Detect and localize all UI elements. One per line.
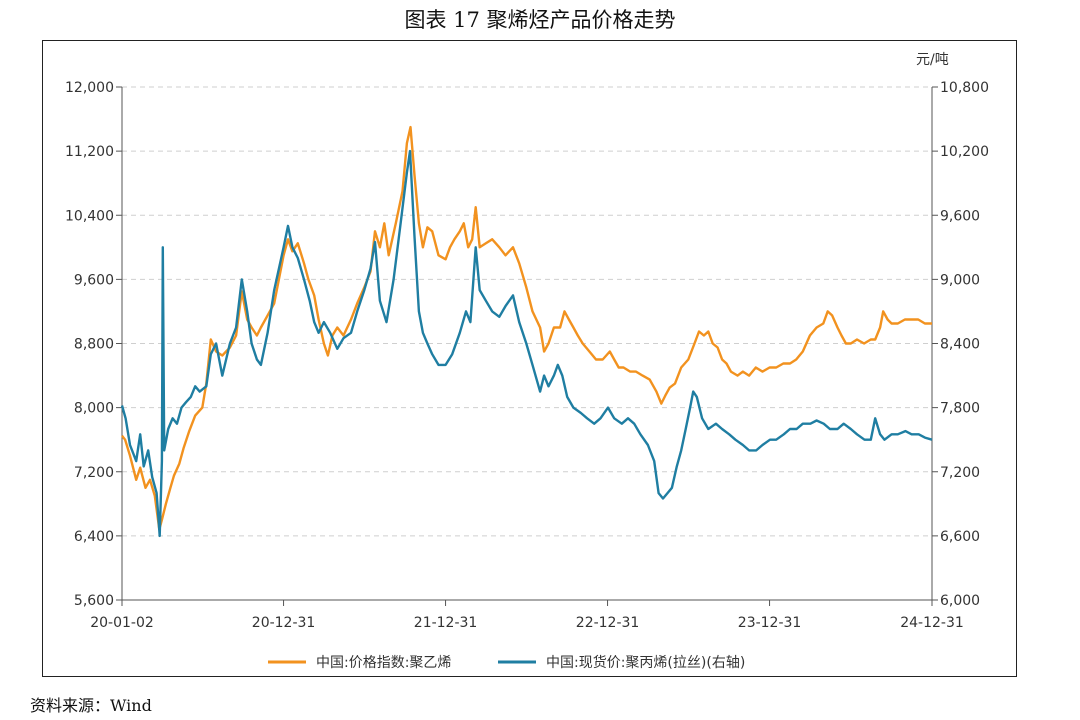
- left-axis-tick-label: 8,000: [74, 401, 114, 417]
- left-axis-tick-label: 6,400: [74, 529, 114, 545]
- right-axis-tick-label: 9,000: [940, 272, 980, 288]
- right-axis-tick-label: 6,600: [940, 529, 980, 545]
- left-axis-tick-label: 8,800: [74, 337, 114, 353]
- series-line-polyethylene: [121, 125, 932, 531]
- x-axis-tick-label: 23-12-31: [738, 615, 802, 631]
- right-axis-tick-label: 10,800: [940, 80, 989, 96]
- x-axis-tick-label: 21-12-31: [414, 615, 478, 631]
- right-axis-tick-label: 7,200: [940, 465, 980, 481]
- chart-frame: [42, 40, 1017, 677]
- left-axis-tick-label: 11,200: [65, 144, 114, 160]
- series-line-polypropylene: [120, 149, 933, 538]
- x-axis-tick-label: 20-12-31: [252, 615, 316, 631]
- left-axis-tick-label: 12,000: [65, 80, 114, 96]
- left-axis-tick-label: 9,600: [74, 272, 114, 288]
- right-axis-tick-label: 7,800: [940, 401, 980, 417]
- right-axis-tick-label: 9,600: [940, 208, 980, 224]
- x-axis-tick-label: 20-01-02: [90, 615, 154, 631]
- right-axis-tick-label: 6,000: [940, 593, 980, 609]
- right-axis-unit: 元/吨: [916, 52, 949, 68]
- source-note: 资料来源：Wind: [30, 696, 152, 715]
- right-axis-tick-label: 10,200: [940, 144, 989, 160]
- x-axis-tick-label: 24-12-31: [900, 615, 964, 631]
- left-axis-tick-label: 5,600: [74, 593, 114, 609]
- legend-label: 中国:现货价:聚丙烯(拉丝)(右轴): [546, 654, 745, 671]
- legend-label: 中国:价格指数:聚乙烯: [316, 655, 451, 671]
- figure-title: 图表 17 聚烯烃产品价格走势: [404, 8, 676, 32]
- x-axis-tick-label: 22-12-31: [576, 615, 640, 631]
- left-axis-tick-label: 7,200: [74, 465, 114, 481]
- left-axis-tick-label: 10,400: [65, 208, 114, 224]
- right-axis-tick-label: 8,400: [940, 337, 980, 353]
